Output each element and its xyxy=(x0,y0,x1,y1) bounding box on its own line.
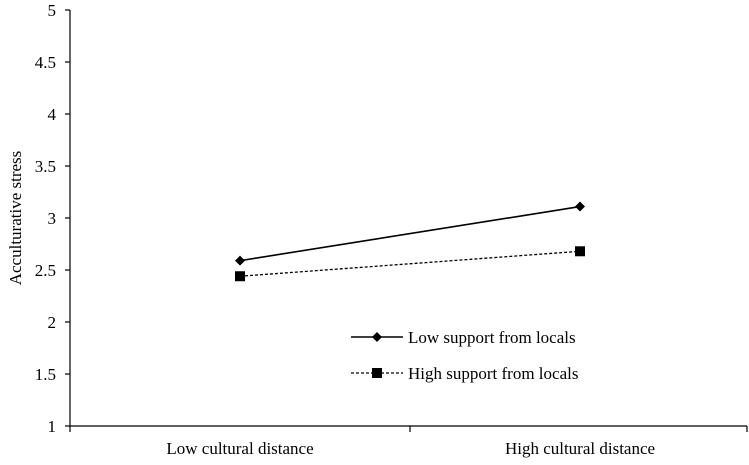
y-tick-label: 5 xyxy=(48,1,57,20)
y-tick-label: 1 xyxy=(48,417,57,436)
legend-label: High support from locals xyxy=(408,364,578,383)
y-tick-label: 3 xyxy=(48,209,57,228)
y-tick-label: 2 xyxy=(48,313,57,332)
series-line xyxy=(239,250,581,277)
x-tick-label: Low cultural distance xyxy=(166,439,313,458)
legend: Low support from locals High support from… xyxy=(351,328,578,383)
y-tick-label: 1.5 xyxy=(35,365,56,384)
series-line xyxy=(239,205,581,262)
data-point xyxy=(575,201,585,212)
y-ticks: 1 1.5 2 2.5 3 3.5 4 4.5 5 xyxy=(35,1,70,436)
data-point xyxy=(235,255,245,266)
y-tick-label: 4.5 xyxy=(35,53,56,72)
series-layer xyxy=(235,201,585,282)
legend-marker xyxy=(372,368,382,378)
legend-marker xyxy=(372,332,382,342)
legend-item: Low support from locals xyxy=(351,328,576,347)
x-ticks: Low cultural distance High cultural dista… xyxy=(69,426,748,458)
series-2 xyxy=(235,246,585,282)
y-axis-title: Acculturative stress xyxy=(6,151,25,286)
legend-item: High support from locals xyxy=(351,364,578,383)
data-point xyxy=(235,271,245,282)
x-tick-label: High cultural distance xyxy=(505,439,655,458)
legend-label: Low support from locals xyxy=(408,328,576,347)
y-tick-label: 2.5 xyxy=(35,261,56,280)
data-point xyxy=(575,246,585,257)
y-tick-label: 3.5 xyxy=(35,157,56,176)
series-1 xyxy=(235,201,585,266)
y-tick-label: 4 xyxy=(48,105,57,124)
